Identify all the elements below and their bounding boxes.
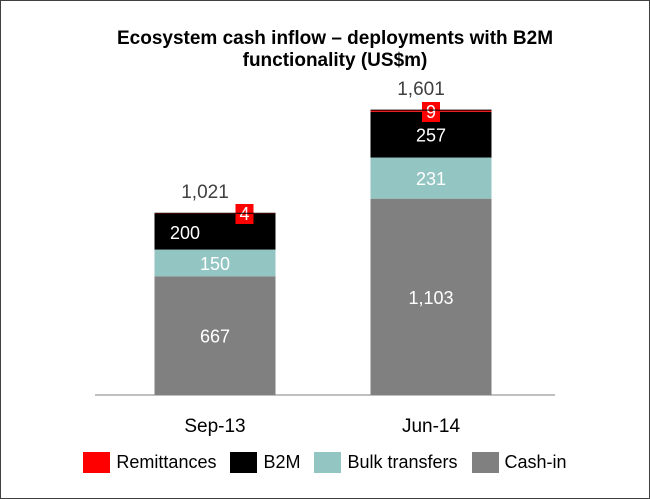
data-label-cash-in-0: 667	[200, 327, 230, 347]
legend-swatch-bulk-transfers	[314, 451, 342, 473]
total-label-0: 1,021	[181, 182, 229, 203]
legend-item-remittances: Remittances	[83, 451, 217, 473]
chart-title: Ecosystem cash inflow – deployments with…	[40, 28, 630, 72]
legend-swatch-b2m	[230, 451, 258, 473]
bar-segment-cash-in-0	[154, 276, 276, 395]
legend-label-remittances: Remittances	[116, 451, 217, 472]
legend-swatch-cash-in	[471, 451, 499, 473]
data-label-remittances-0: 4	[239, 204, 249, 224]
chart-title-line-2: functionality (US$m)	[242, 50, 428, 71]
data-label-bulk-transfers-1: 231	[416, 169, 446, 189]
legend-item-bulk-transfers: Bulk transfers	[314, 451, 458, 473]
legend-label-b2m: B2M	[263, 451, 301, 472]
remittances-badge-1	[422, 102, 440, 122]
remittances-badge-0	[235, 204, 254, 224]
data-label-cash-in-1: 1,103	[408, 288, 453, 308]
bar-segment-cash-in-1	[370, 198, 492, 395]
x-tick-label-1: Jun-14	[402, 416, 461, 437]
data-label-bulk-transfers-0: 150	[200, 254, 230, 274]
bar-segment-bulk-transfers-1	[370, 157, 492, 199]
data-label-b2m-1: 257	[416, 126, 446, 146]
bar-segment-b2m-0	[154, 213, 276, 250]
legend-label-bulk-transfers: Bulk transfers	[347, 451, 458, 472]
chart-legend: Remittances B2M Bulk transfers Cash-in	[0, 450, 650, 474]
legend-swatch-remittances	[83, 451, 111, 473]
total-label-1: 1,601	[397, 79, 445, 100]
legend-item-cash-in: Cash-in	[471, 451, 567, 473]
bar-segment-bulk-transfers-0	[154, 249, 276, 277]
chart-title-line-1: Ecosystem cash inflow – deployments with…	[116, 28, 554, 49]
x-tick-label-0: Sep-13	[184, 416, 245, 437]
legend-item-b2m: B2M	[230, 451, 301, 473]
data-label-remittances-1: 9	[426, 102, 436, 122]
data-label-b2m-0: 200	[170, 223, 200, 243]
legend-label-cash-in: Cash-in	[504, 451, 567, 472]
